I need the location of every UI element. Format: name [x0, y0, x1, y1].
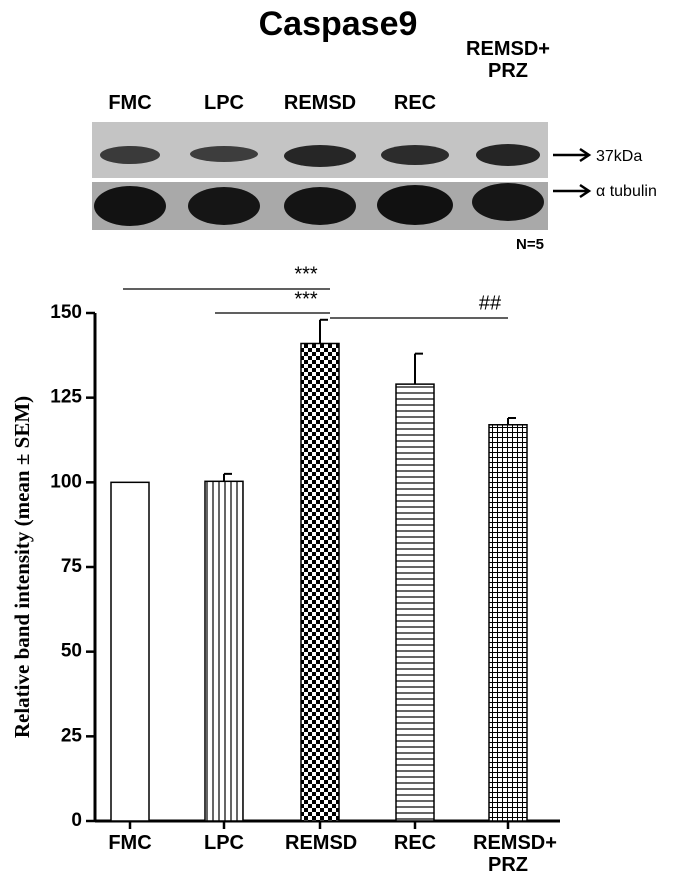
lane-label: REC [393, 92, 437, 114]
lane-label: REMSD+ [466, 38, 550, 60]
n-label: N=5 [516, 236, 544, 253]
lane-label: LPC [204, 92, 244, 114]
bar [488, 424, 528, 822]
bar [204, 480, 244, 822]
bar [110, 481, 150, 822]
bar [395, 383, 435, 822]
lane-label: PRZ [488, 60, 528, 82]
lane-label: FMC [108, 92, 152, 114]
y-tick-label: 100 [50, 471, 82, 492]
title: Caspase9 [259, 5, 418, 43]
band-label: α tubulin [596, 183, 657, 200]
lane-label: REMSD [283, 92, 357, 114]
x-tick-label: REMSD+ PRZ [473, 832, 557, 876]
x-tick-label: REMSD [285, 832, 358, 854]
y-axis-label: Relative band intensity (mean ± SEM) [10, 396, 34, 738]
y-tick-label: 50 [61, 641, 82, 662]
x-tick-label: FMC [108, 832, 152, 854]
significance-label: *** [294, 288, 318, 310]
band-label: 37kDa [596, 148, 642, 165]
significance-label: *** [294, 263, 318, 285]
bar [300, 342, 340, 822]
y-tick-label: 25 [61, 725, 83, 746]
y-tick-label: 0 [71, 810, 82, 831]
y-tick-label: 150 [50, 302, 82, 323]
blot: 37kDa α tubulin N=5 [92, 122, 657, 253]
y-tick-label: 125 [50, 387, 82, 408]
x-tick-label: LPC [204, 832, 244, 854]
y-tick-label: 75 [61, 556, 83, 577]
x-tick-label: REC [393, 832, 437, 854]
significance-label: ## [479, 292, 502, 314]
